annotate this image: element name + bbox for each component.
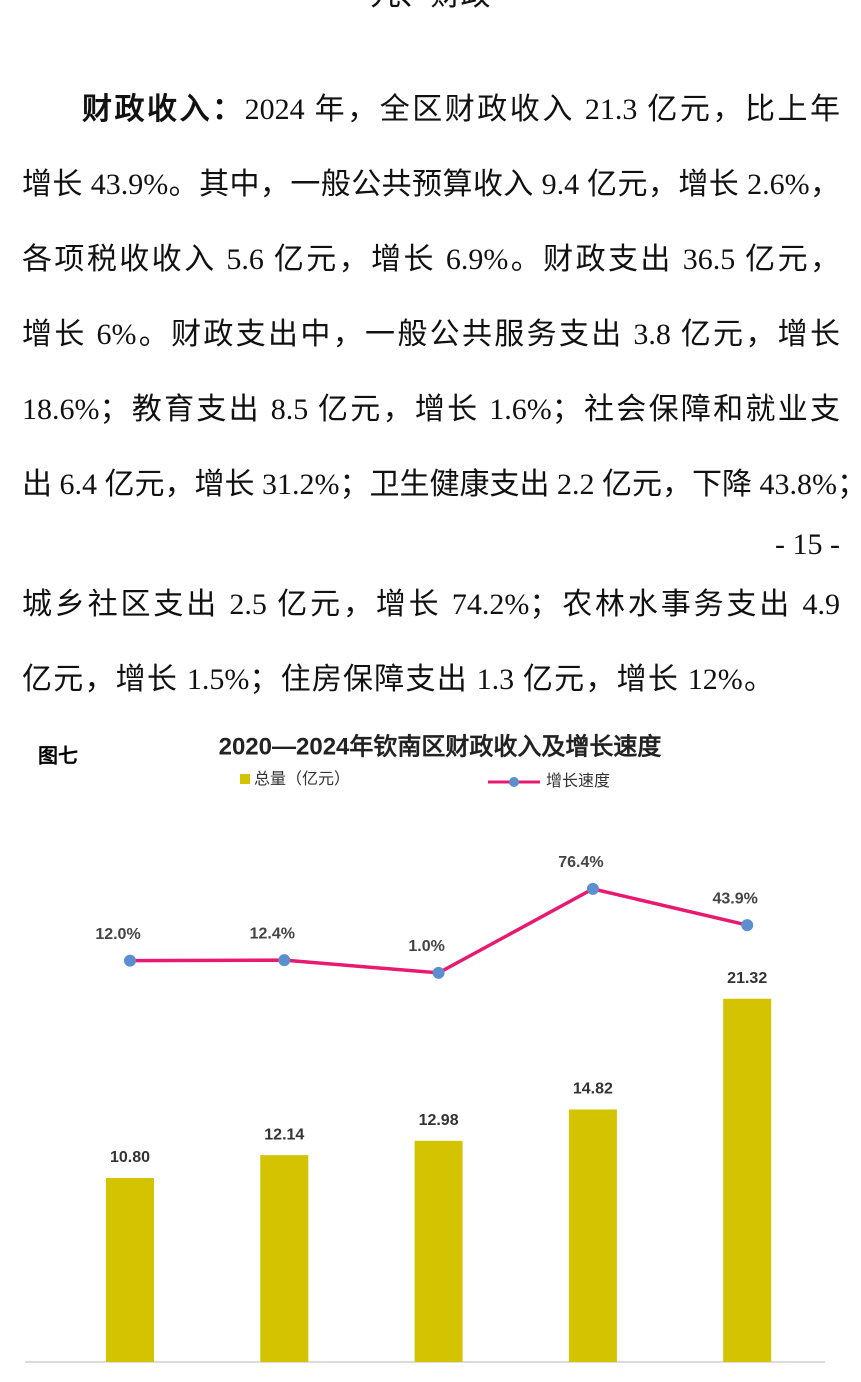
data-label: 43.9% (713, 890, 758, 907)
bar (568, 1109, 617, 1362)
bar (723, 998, 772, 1362)
data-label: 14.82 (573, 1081, 613, 1098)
data-label: 76.4% (558, 854, 603, 871)
data-label: 12.0% (95, 926, 140, 943)
data-label: 12.14 (264, 1126, 304, 1143)
page-number: - 15 - (775, 528, 840, 561)
text-line: 亿元，增长 1.5%；住房保障支出 1.3 亿元，增长 12%。 (22, 663, 774, 696)
text-line: 18.6%；教育支出 8.5 亿元，增长 1.6%；社会保障和就业支 (22, 393, 840, 426)
data-label: 12.98 (419, 1112, 459, 1129)
data-label: 10.80 (110, 1149, 150, 1166)
marker (741, 919, 754, 932)
line (129, 887, 748, 975)
legend-marker (509, 777, 519, 787)
bar (106, 1177, 154, 1362)
text-line: 增长 43.9%。其中，一般公共预算收入 9.4 亿元，增长 2.6%， (22, 168, 840, 201)
data-label: 21.32 (727, 970, 767, 987)
legend-swatch (240, 774, 250, 784)
legend-label: 总量（亿元） (254, 770, 350, 788)
text-line: 增长 6%。财政支出中，一般公共服务支出 3.8 亿元，增长 (22, 318, 840, 351)
text-line: 城乡社区支出 2.5 亿元，增长 74.2%；农林水事务支出 4.9 (22, 588, 840, 621)
marker (278, 954, 291, 967)
heading: 九、财政 (0, 0, 861, 16)
marker (586, 882, 599, 895)
text-line: 出 6.4 亿元，增长 31.2%；卫生健康支出 2.2 亿元，下降 43.8%… (22, 468, 861, 501)
data-label: 1.0% (408, 938, 444, 955)
text-line: 各项税收收入 5.6 亿元，增长 6.9%。财政支出 36.5 亿元， (22, 243, 840, 276)
text: 2024 年，全区财政收入 21.3 亿元，比上年 (244, 93, 841, 126)
lead: 财政收入： (82, 93, 245, 126)
marker (124, 954, 136, 967)
figure-label: 图七 (38, 744, 78, 767)
bar (414, 1140, 463, 1362)
legend-label: 增长速度 (546, 772, 610, 790)
data-label: 12.4% (250, 925, 295, 942)
text-line: 财政收入：2024 年，全区财政收入 21.3 亿元，比上年 (82, 90, 840, 130)
chart-title: 2020—2024年钦南区财政收入及增长速度 (219, 732, 663, 760)
bar (260, 1155, 309, 1362)
marker (432, 966, 445, 979)
